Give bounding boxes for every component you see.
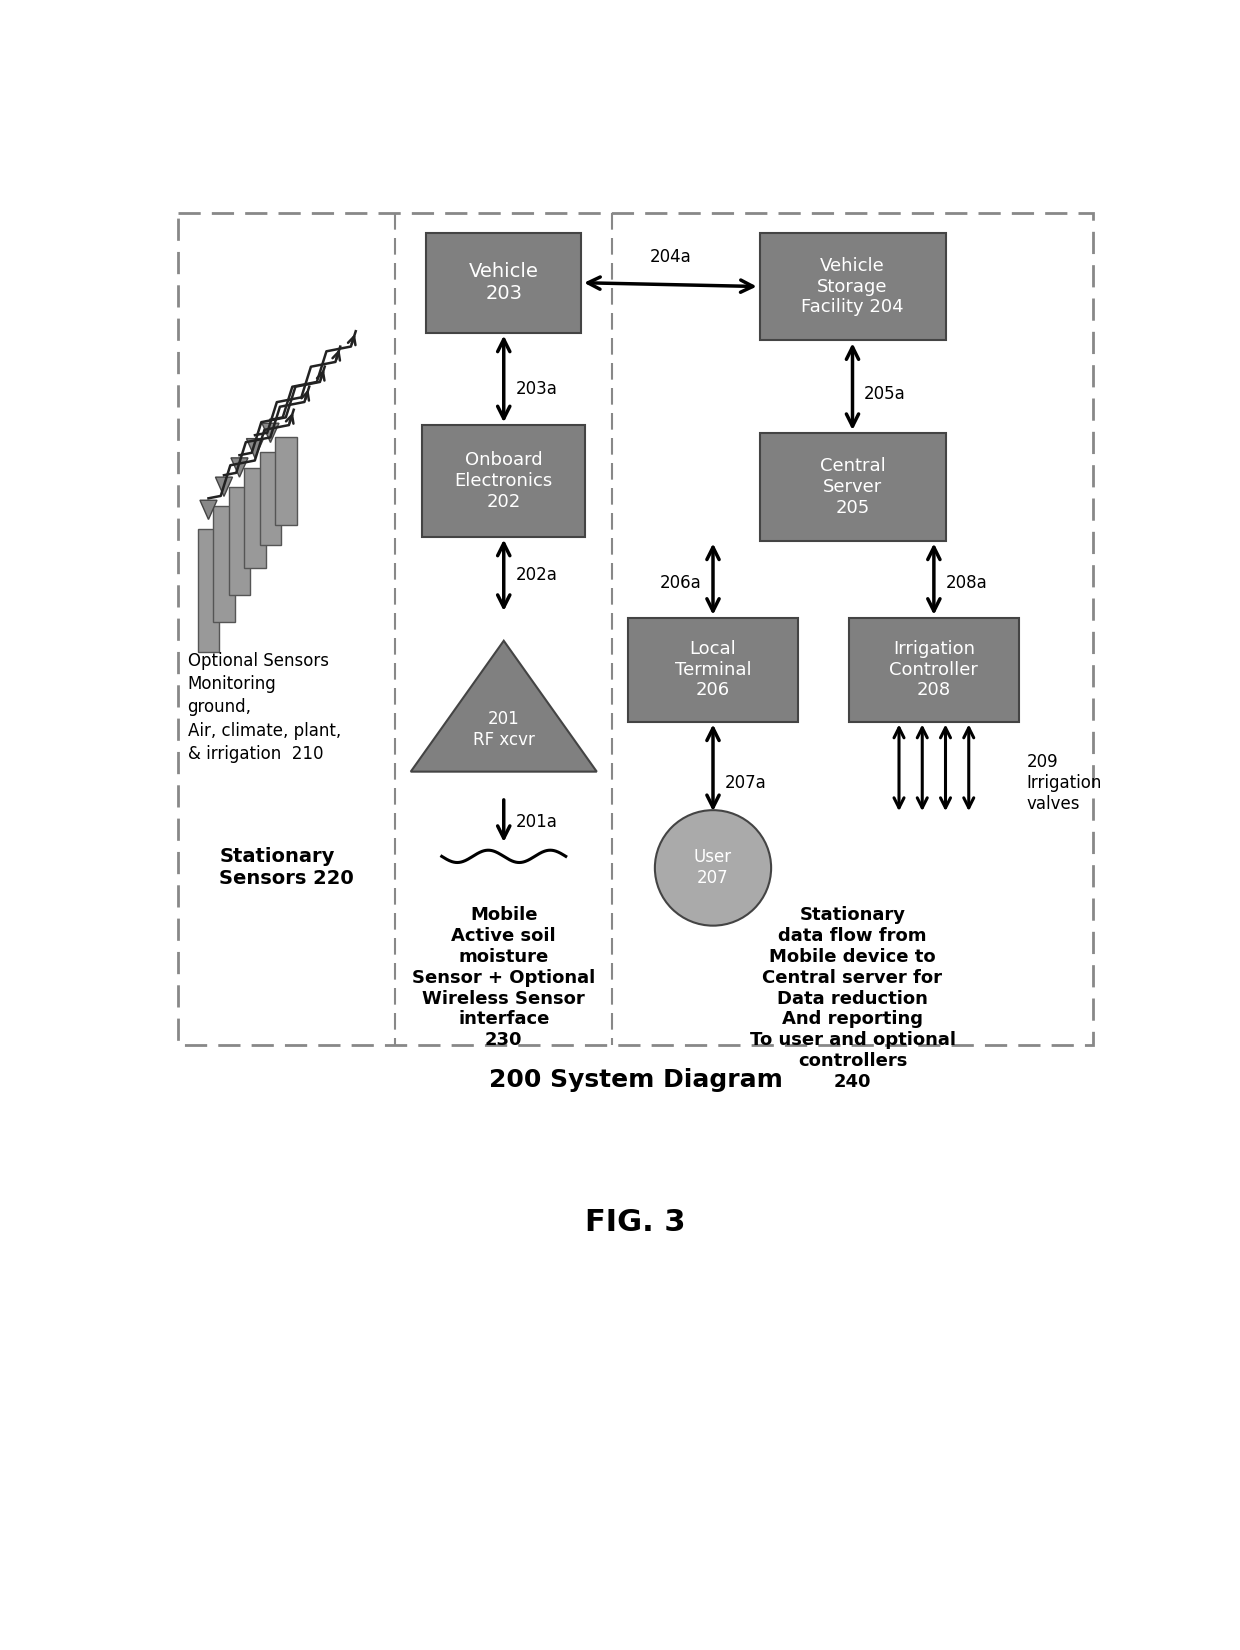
- Text: ground,: ground,: [187, 698, 252, 716]
- Text: Mobile
Active soil
moisture
Sensor + Optional
Wireless Sensor
interface
230: Mobile Active soil moisture Sensor + Opt…: [412, 906, 595, 1049]
- Text: Central
Server
205: Central Server 205: [820, 457, 885, 516]
- Text: 205a: 205a: [864, 386, 906, 403]
- Text: Irrigation
Controller
208: Irrigation Controller 208: [889, 640, 978, 700]
- Polygon shape: [216, 477, 233, 497]
- FancyBboxPatch shape: [427, 233, 582, 333]
- Polygon shape: [410, 640, 596, 772]
- Text: 204a: 204a: [650, 248, 691, 266]
- FancyBboxPatch shape: [423, 426, 585, 536]
- Text: Onboard
Electronics
202: Onboard Electronics 202: [455, 450, 553, 512]
- Polygon shape: [231, 457, 248, 477]
- Text: User
207: User 207: [694, 848, 732, 888]
- Text: Stationary
data flow from
Mobile device to
Central server for
Data reduction
And: Stationary data flow from Mobile device …: [749, 906, 956, 1091]
- Text: 200 System Diagram: 200 System Diagram: [489, 1068, 782, 1092]
- FancyBboxPatch shape: [275, 437, 296, 525]
- Text: Vehicle
Storage
Facility 204: Vehicle Storage Facility 204: [801, 257, 904, 317]
- Text: 203a: 203a: [516, 380, 557, 398]
- FancyBboxPatch shape: [627, 617, 799, 721]
- Text: Vehicle
203: Vehicle 203: [469, 262, 538, 304]
- FancyBboxPatch shape: [259, 452, 281, 544]
- Text: & irrigation  210: & irrigation 210: [187, 744, 324, 762]
- Text: Air, climate, plant,: Air, climate, plant,: [187, 721, 341, 739]
- Polygon shape: [262, 422, 279, 442]
- FancyBboxPatch shape: [759, 233, 945, 340]
- Text: 202a: 202a: [516, 566, 557, 584]
- Text: 208a: 208a: [945, 574, 987, 592]
- FancyBboxPatch shape: [759, 432, 945, 541]
- Polygon shape: [200, 500, 217, 520]
- FancyBboxPatch shape: [213, 507, 234, 622]
- Text: 207a: 207a: [724, 774, 766, 792]
- Text: 201
RF xcvr: 201 RF xcvr: [472, 710, 534, 749]
- FancyBboxPatch shape: [848, 617, 1019, 721]
- Text: 209
Irrigation
valves: 209 Irrigation valves: [1027, 754, 1102, 813]
- Text: 201a: 201a: [516, 813, 557, 830]
- FancyBboxPatch shape: [197, 530, 219, 652]
- FancyBboxPatch shape: [228, 487, 250, 594]
- Text: Monitoring: Monitoring: [187, 675, 277, 693]
- Text: Optional Sensors: Optional Sensors: [187, 652, 329, 670]
- Text: Local
Terminal
206: Local Terminal 206: [675, 640, 751, 700]
- Text: Stationary
Sensors 220: Stationary Sensors 220: [219, 848, 355, 888]
- Circle shape: [655, 810, 771, 926]
- FancyBboxPatch shape: [244, 467, 265, 568]
- Text: 206a: 206a: [660, 574, 702, 592]
- Text: FIG. 3: FIG. 3: [585, 1208, 686, 1236]
- Polygon shape: [247, 439, 263, 457]
